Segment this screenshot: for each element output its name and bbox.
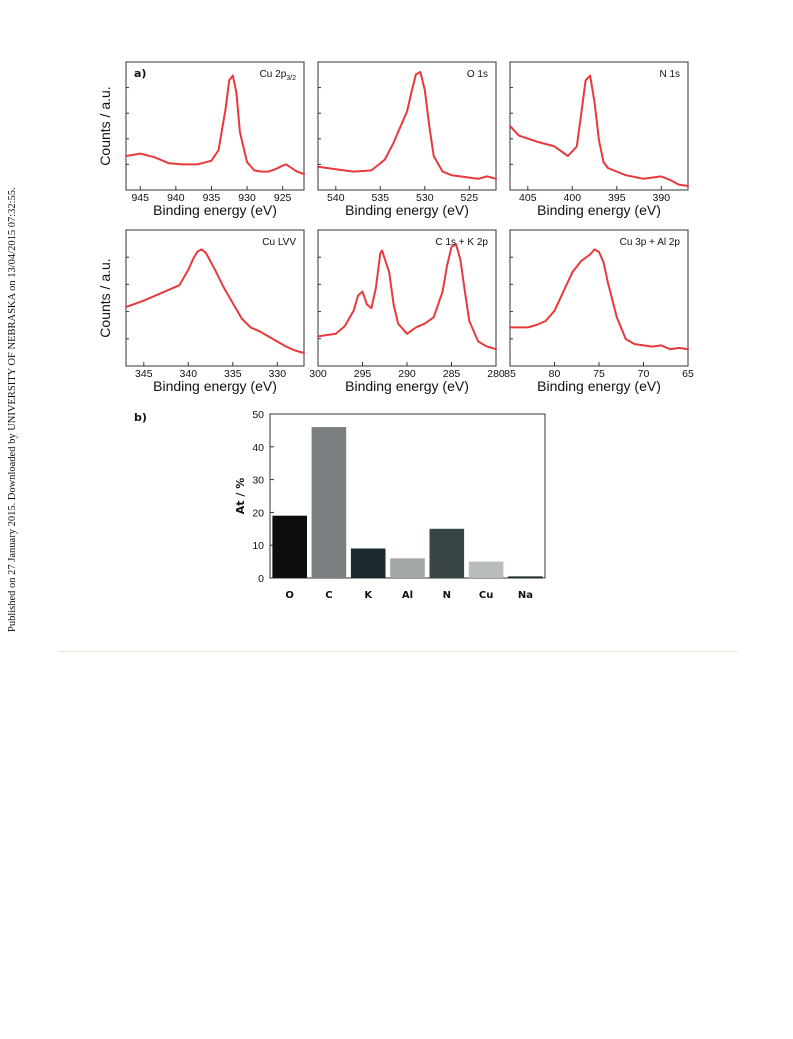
bar-k bbox=[351, 549, 386, 579]
x-tick-label: 300 bbox=[309, 368, 327, 380]
spectrum-title-main: Cu LVV bbox=[262, 237, 296, 248]
x-axis-label: Binding energy (eV) bbox=[153, 202, 277, 218]
x-tick-label: 65 bbox=[682, 368, 694, 380]
spectrum-line bbox=[126, 249, 304, 353]
spectrum-title-main: Cu 3p + Al 2p bbox=[620, 237, 681, 248]
bar-y-tick-label: 50 bbox=[252, 409, 264, 421]
spectrum-title-main: O 1s bbox=[467, 69, 488, 80]
bar-category-label: Cu bbox=[479, 590, 493, 601]
bar-y-tick-label: 20 bbox=[252, 507, 264, 519]
x-tick-label: 540 bbox=[327, 192, 345, 204]
panel-label-a: a) bbox=[134, 67, 146, 80]
bar-category-label: C bbox=[325, 590, 332, 601]
spectrum-title: N 1s bbox=[659, 69, 680, 80]
spectrum-line bbox=[510, 76, 688, 186]
spectrum-title: Cu LVV bbox=[262, 237, 296, 248]
panel-label-b: b) bbox=[134, 411, 147, 424]
spectrum-title-main: N 1s bbox=[659, 69, 680, 80]
spectrum-line bbox=[126, 76, 304, 174]
spectrum-line bbox=[318, 244, 496, 349]
bar-o bbox=[272, 516, 307, 578]
bottom-rule bbox=[58, 651, 738, 652]
spectrum-title-main: C 1s + K 2p bbox=[435, 237, 488, 248]
bar-c bbox=[312, 427, 347, 578]
spectrum-title: O 1s bbox=[467, 69, 488, 80]
x-axis-label: Binding energy (eV) bbox=[345, 202, 469, 218]
bar-category-label: O bbox=[285, 590, 294, 601]
y-axis-label: Counts / a.u. bbox=[97, 258, 113, 337]
bar-plot-frame bbox=[270, 414, 545, 578]
bar-n bbox=[430, 529, 465, 578]
x-axis-label: Binding energy (eV) bbox=[537, 202, 661, 218]
bar-y-tick-label: 0 bbox=[258, 573, 264, 585]
panel-b: 0 10 20 30 40 50 O C K Al N Cu Na At / % bbox=[234, 409, 545, 601]
bar-y-tick-label: 30 bbox=[252, 475, 264, 487]
bar-na bbox=[508, 576, 543, 578]
bar-y-tick-label: 10 bbox=[252, 540, 264, 552]
plot-frame bbox=[318, 230, 496, 366]
bar-al bbox=[390, 558, 425, 578]
y-axis-label: Counts / a.u. bbox=[97, 86, 113, 165]
bar-category-label: Na bbox=[518, 590, 533, 601]
x-tick-label: 85 bbox=[504, 368, 516, 380]
spectrum-title: Cu 3p + Al 2p bbox=[620, 237, 681, 248]
bar-y-tick-label: 40 bbox=[252, 442, 264, 454]
x-axis-label: Binding energy (eV) bbox=[537, 378, 661, 394]
spectrum-title: Cu 2p3/2 bbox=[260, 69, 297, 82]
spectrum-title: C 1s + K 2p bbox=[435, 237, 488, 248]
bar-category-label: K bbox=[364, 590, 373, 601]
bar-cu bbox=[469, 562, 504, 578]
x-tick-label: 405 bbox=[519, 192, 537, 204]
bar-y-axis-label: At / % bbox=[234, 478, 247, 514]
spectrum-line bbox=[318, 72, 496, 179]
x-tick-label: 280 bbox=[487, 368, 505, 380]
plot-frame bbox=[510, 62, 688, 190]
plot-frame bbox=[126, 230, 304, 366]
spectrum-title-subscript: 3/2 bbox=[286, 75, 296, 82]
plot-frame bbox=[126, 62, 304, 190]
x-tick-label: 345 bbox=[135, 368, 153, 380]
spectrum-title-main: Cu 2p bbox=[260, 69, 287, 80]
bar-category-label: Al bbox=[402, 590, 413, 601]
spectrum-line bbox=[510, 249, 688, 349]
x-axis-label: Binding energy (eV) bbox=[345, 378, 469, 394]
x-axis-label: Binding energy (eV) bbox=[153, 378, 277, 394]
bar-category-label: N bbox=[443, 590, 451, 601]
x-tick-label: 945 bbox=[131, 192, 149, 204]
